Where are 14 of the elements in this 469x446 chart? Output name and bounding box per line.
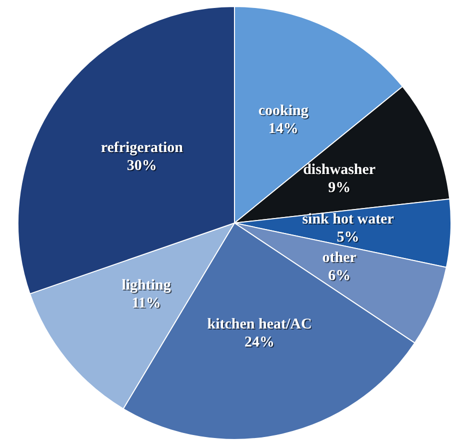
data-label: 14% <box>269 122 300 138</box>
data-label: 11% <box>132 296 162 313</box>
slice-label: sink hot water <box>302 211 394 228</box>
slice-label: kitchen heat/AC <box>207 316 312 333</box>
data-label: 30% <box>128 158 158 175</box>
data-label: 24% <box>246 336 276 352</box>
data-label: 6% <box>328 268 351 284</box>
slice-label: refrigeration <box>100 140 184 156</box>
slice-label: other <box>322 250 357 266</box>
slice-label: dishwasher <box>303 162 376 178</box>
data-label: 9% <box>329 180 352 197</box>
slice-label: cooking <box>258 103 309 120</box>
data-label: 5% <box>338 230 360 246</box>
slice-label: lighting <box>122 278 172 294</box>
